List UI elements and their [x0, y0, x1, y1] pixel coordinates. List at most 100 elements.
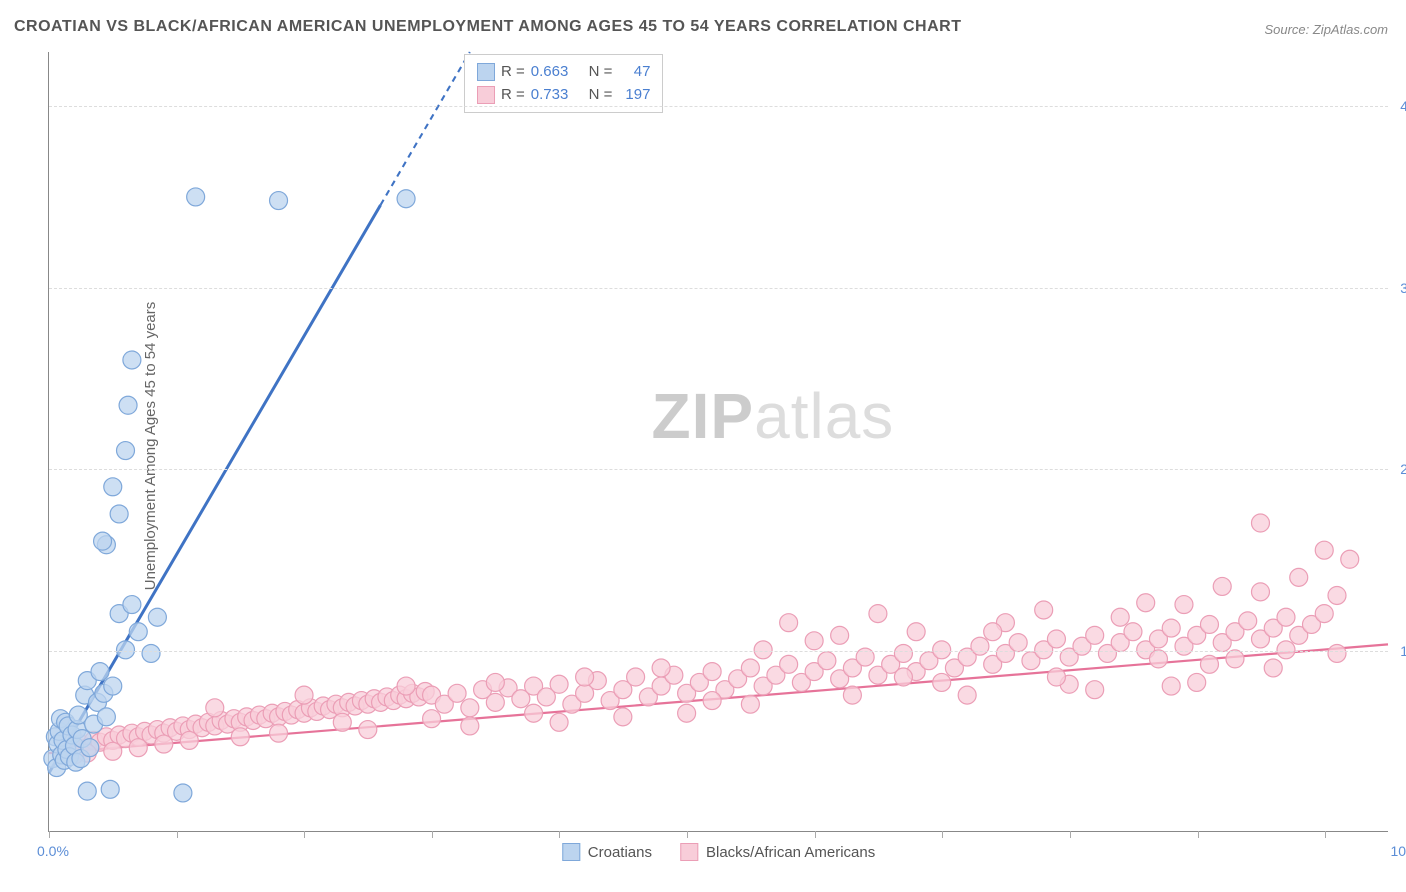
scatter-point: [486, 693, 504, 711]
legend-label-croatians: Croatians: [588, 844, 652, 861]
scatter-point: [270, 724, 288, 742]
scatter-point: [1137, 594, 1155, 612]
legend-swatch-blacks: [680, 843, 698, 861]
scatter-point: [703, 692, 721, 710]
scatter-point: [123, 351, 141, 369]
scatter-point: [142, 644, 160, 662]
scatter-point: [1111, 608, 1129, 626]
xtick: [49, 831, 50, 838]
scatter-point: [81, 739, 99, 757]
scatter-point: [359, 721, 377, 739]
scatter-point: [780, 614, 798, 632]
ytick-label: 30.0%: [1400, 280, 1406, 296]
scatter-point: [907, 623, 925, 641]
scatter-point: [1251, 583, 1269, 601]
scatter-point: [831, 626, 849, 644]
scatter-point: [295, 686, 313, 704]
gridline-h: [49, 288, 1388, 289]
x-axis-label-min: 0.0%: [37, 843, 69, 859]
xtick: [432, 831, 433, 838]
scatter-point: [1162, 677, 1180, 695]
bottom-legend: Croatians Blacks/African Americans: [562, 843, 875, 861]
scatter-point: [397, 677, 415, 695]
scatter-point: [187, 188, 205, 206]
xtick: [1198, 831, 1199, 838]
scatter-point: [576, 668, 594, 686]
r-value-1: 0.663: [531, 61, 569, 84]
scatter-point: [843, 686, 861, 704]
plot-area: ZIPatlas R = 0.663 N = 47 R = 0.733 N = …: [48, 52, 1388, 832]
scatter-point: [627, 668, 645, 686]
scatter-point: [148, 608, 166, 626]
x-axis-label-max: 100.0%: [1391, 843, 1406, 859]
legend-item-blacks: Blacks/African Americans: [680, 843, 875, 861]
scatter-point: [119, 396, 137, 414]
scatter-point: [1009, 634, 1027, 652]
scatter-point: [1200, 615, 1218, 633]
scatter-point: [333, 713, 351, 731]
xtick: [942, 831, 943, 838]
scatter-point: [1290, 568, 1308, 586]
scatter-point: [741, 659, 759, 677]
chart-container: CROATIAN VS BLACK/AFRICAN AMERICAN UNEMP…: [0, 0, 1406, 892]
source-label: Source: ZipAtlas.com: [1264, 22, 1388, 37]
scatter-point: [894, 668, 912, 686]
scatter-point: [678, 704, 696, 722]
r-value-2: 0.733: [531, 84, 569, 107]
scatter-point: [461, 717, 479, 735]
gridline-h: [49, 651, 1388, 652]
scatter-point: [703, 663, 721, 681]
xtick: [304, 831, 305, 838]
scatter-point: [78, 782, 96, 800]
scatter-point: [1226, 650, 1244, 668]
scatter-point: [104, 677, 122, 695]
stats-swatch-2: [477, 86, 495, 104]
scatter-point: [1315, 605, 1333, 623]
scatter-point: [270, 192, 288, 210]
scatter-point: [91, 663, 109, 681]
scatter-point: [155, 735, 173, 753]
ytick-label: 20.0%: [1400, 461, 1406, 477]
scatter-point: [110, 505, 128, 523]
xtick: [559, 831, 560, 838]
scatter-point: [206, 699, 224, 717]
scatter-point: [1124, 623, 1142, 641]
n-value-2: 197: [618, 84, 650, 107]
scatter-point: [869, 605, 887, 623]
scatter-point: [129, 739, 147, 757]
scatter-point: [805, 632, 823, 650]
gridline-h: [49, 106, 1388, 107]
scatter-point: [117, 442, 135, 460]
scatter-point: [1086, 626, 1104, 644]
scatter-point: [448, 684, 466, 702]
scatter-point: [123, 596, 141, 614]
scatter-point: [104, 478, 122, 496]
stats-swatch-1: [477, 63, 495, 81]
scatter-point: [1213, 577, 1231, 595]
scatter-point: [1328, 586, 1346, 604]
scatter-point: [104, 742, 122, 760]
chart-svg: [49, 52, 1388, 831]
scatter-point: [1341, 550, 1359, 568]
stats-row-1: R = 0.663 N = 47: [477, 61, 650, 84]
legend-swatch-croatians: [562, 843, 580, 861]
ytick-label: 10.0%: [1400, 643, 1406, 659]
scatter-point: [231, 728, 249, 746]
xtick: [815, 831, 816, 838]
scatter-point: [1251, 514, 1269, 532]
scatter-point: [652, 659, 670, 677]
scatter-point: [94, 532, 112, 550]
scatter-point: [97, 708, 115, 726]
scatter-point: [397, 190, 415, 208]
scatter-point: [550, 713, 568, 731]
chart-title: CROATIAN VS BLACK/AFRICAN AMERICAN UNEMP…: [14, 18, 961, 36]
scatter-point: [550, 675, 568, 693]
scatter-point: [780, 655, 798, 673]
scatter-point: [1047, 668, 1065, 686]
legend-item-croatians: Croatians: [562, 843, 652, 861]
stats-legend: R = 0.663 N = 47 R = 0.733 N = 197: [464, 54, 663, 113]
scatter-point: [486, 673, 504, 691]
n-value-1: 47: [618, 61, 650, 84]
scatter-point: [958, 686, 976, 704]
scatter-point: [741, 695, 759, 713]
